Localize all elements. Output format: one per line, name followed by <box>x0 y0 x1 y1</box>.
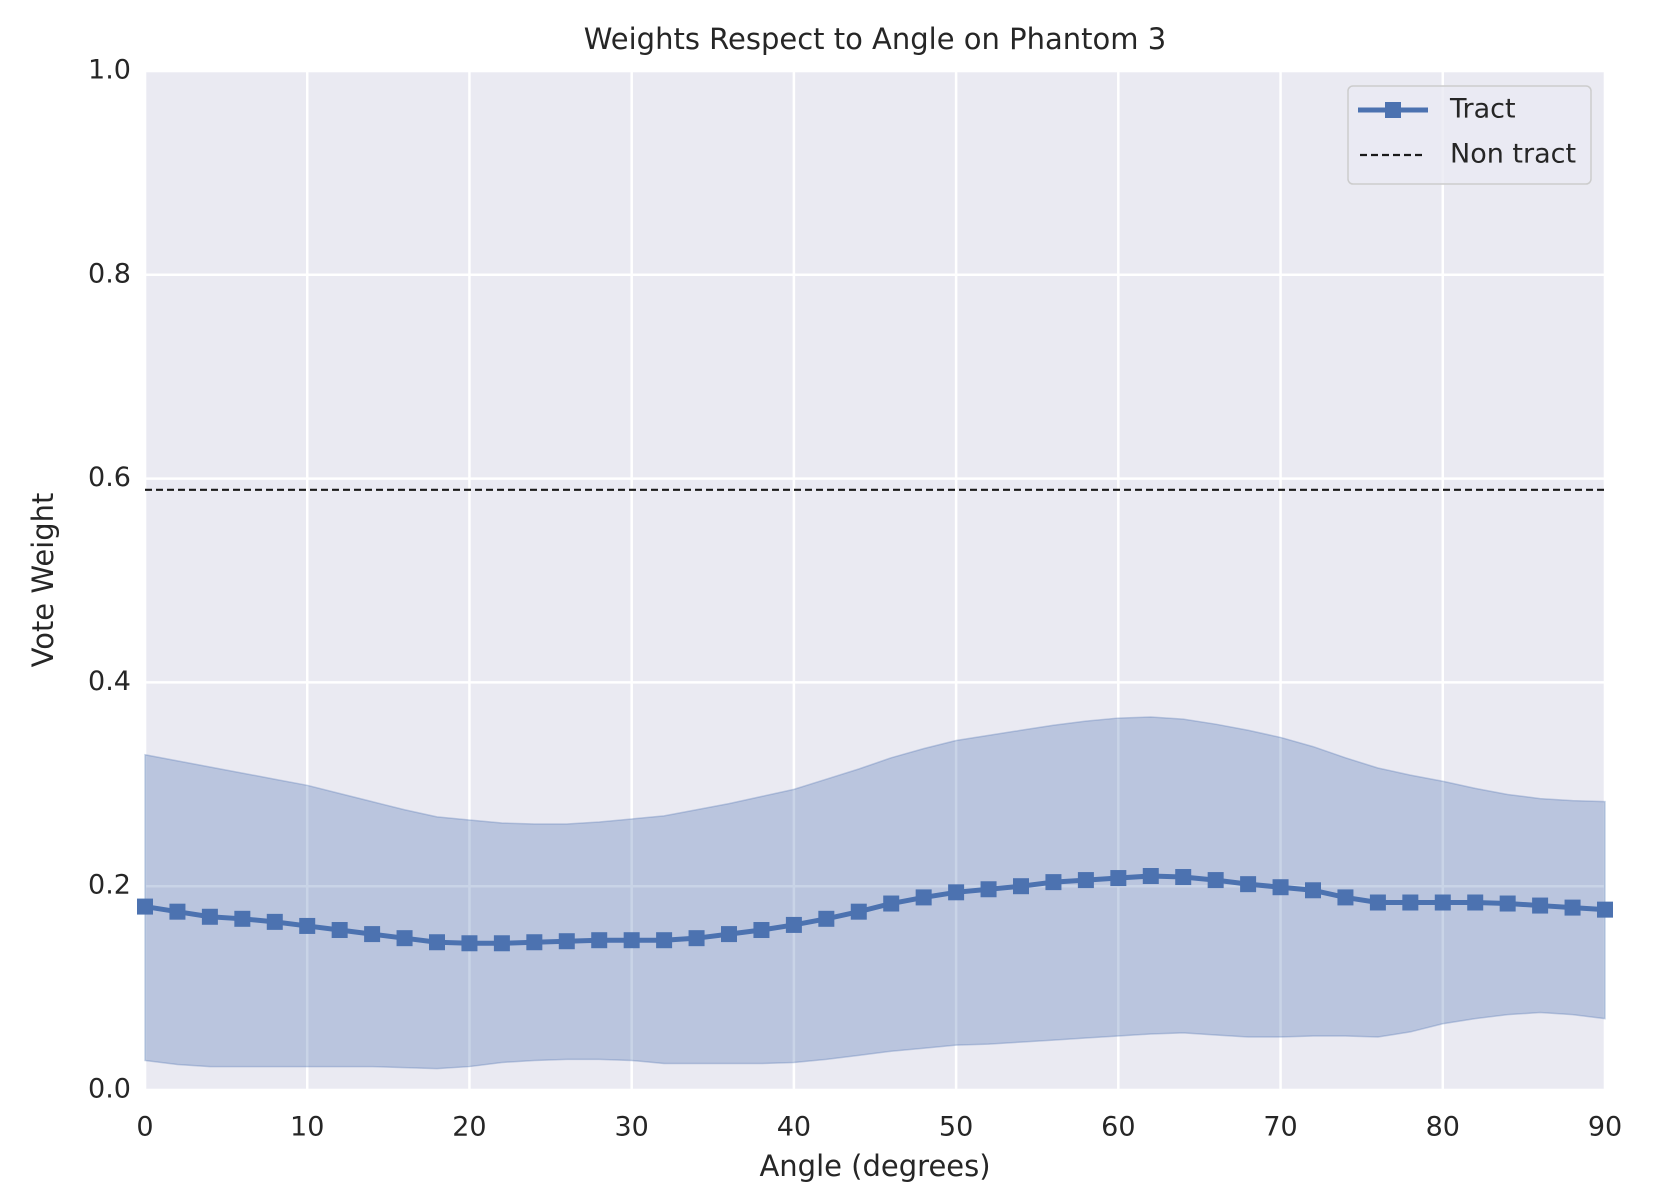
x-tick-label: 20 <box>452 1112 486 1143</box>
marker <box>753 922 770 939</box>
marker <box>850 903 867 920</box>
marker <box>364 926 381 943</box>
y-tick-label: 0.0 <box>88 1074 131 1105</box>
x-tick-label: 40 <box>777 1112 811 1143</box>
marker <box>429 934 445 951</box>
marker <box>1305 882 1321 899</box>
marker <box>169 903 186 920</box>
x-tick-label: 30 <box>614 1112 648 1143</box>
marker <box>1337 889 1354 906</box>
marker <box>1564 899 1581 916</box>
marker <box>331 922 348 939</box>
marker <box>1467 894 1484 911</box>
marker <box>1110 870 1127 887</box>
marker <box>493 935 510 952</box>
legend-swatch <box>1385 102 1401 118</box>
marker <box>915 889 932 906</box>
marker <box>1532 897 1549 914</box>
y-axis-label: Vote Weight <box>26 493 60 668</box>
x-tick-label: 60 <box>1101 1112 1135 1143</box>
marker <box>623 932 640 949</box>
marker <box>1207 872 1224 889</box>
legend-label: Non tract <box>1450 139 1576 170</box>
x-tick-label: 0 <box>136 1112 153 1143</box>
marker <box>526 934 543 951</box>
marker <box>1434 894 1451 911</box>
marker <box>461 935 478 952</box>
y-tick-label: 0.4 <box>88 666 131 697</box>
chart-title: Weights Respect to Angle on Phantom 3 <box>584 22 1166 56</box>
legend-label: Tract <box>1449 94 1516 125</box>
marker <box>721 926 737 943</box>
marker <box>299 917 316 934</box>
x-tick-label: 80 <box>1426 1112 1460 1143</box>
marker <box>883 895 900 912</box>
x-tick-label: 50 <box>939 1112 973 1143</box>
x-tick-label: 70 <box>1263 1112 1297 1143</box>
y-tick-label: 1.0 <box>88 55 131 86</box>
marker <box>1013 878 1029 895</box>
marker <box>201 908 218 925</box>
x-tick-label: 90 <box>1588 1112 1622 1143</box>
marker <box>785 916 802 933</box>
x-axis-label: Angle (degrees) <box>759 1149 990 1183</box>
marker <box>1369 894 1386 911</box>
x-tick-label: 10 <box>290 1112 324 1143</box>
marker <box>591 932 608 949</box>
marker <box>818 910 835 927</box>
marker <box>1175 869 1192 886</box>
marker <box>396 930 413 947</box>
legend: Tract Non tract <box>1347 85 1592 185</box>
plot-background <box>145 71 1605 1090</box>
y-tick-label: 0.2 <box>88 870 131 901</box>
marker <box>558 933 575 950</box>
y-tick-label: 0.6 <box>88 462 131 493</box>
confidence-band <box>144 716 1606 1070</box>
marker <box>266 913 283 930</box>
marker <box>688 930 705 947</box>
marker <box>1240 876 1257 893</box>
marker <box>1402 894 1419 911</box>
marker <box>1077 872 1094 889</box>
marker <box>234 910 251 927</box>
marker <box>656 932 673 949</box>
marker <box>1272 879 1289 896</box>
line <box>144 873 1606 946</box>
marker <box>1142 868 1159 885</box>
marker <box>137 898 153 915</box>
y-tick-label: 0.8 <box>88 258 131 289</box>
marker <box>980 881 997 898</box>
marker <box>1499 895 1516 912</box>
marker <box>1597 901 1613 918</box>
marker <box>1045 874 1062 891</box>
marker <box>948 884 965 901</box>
